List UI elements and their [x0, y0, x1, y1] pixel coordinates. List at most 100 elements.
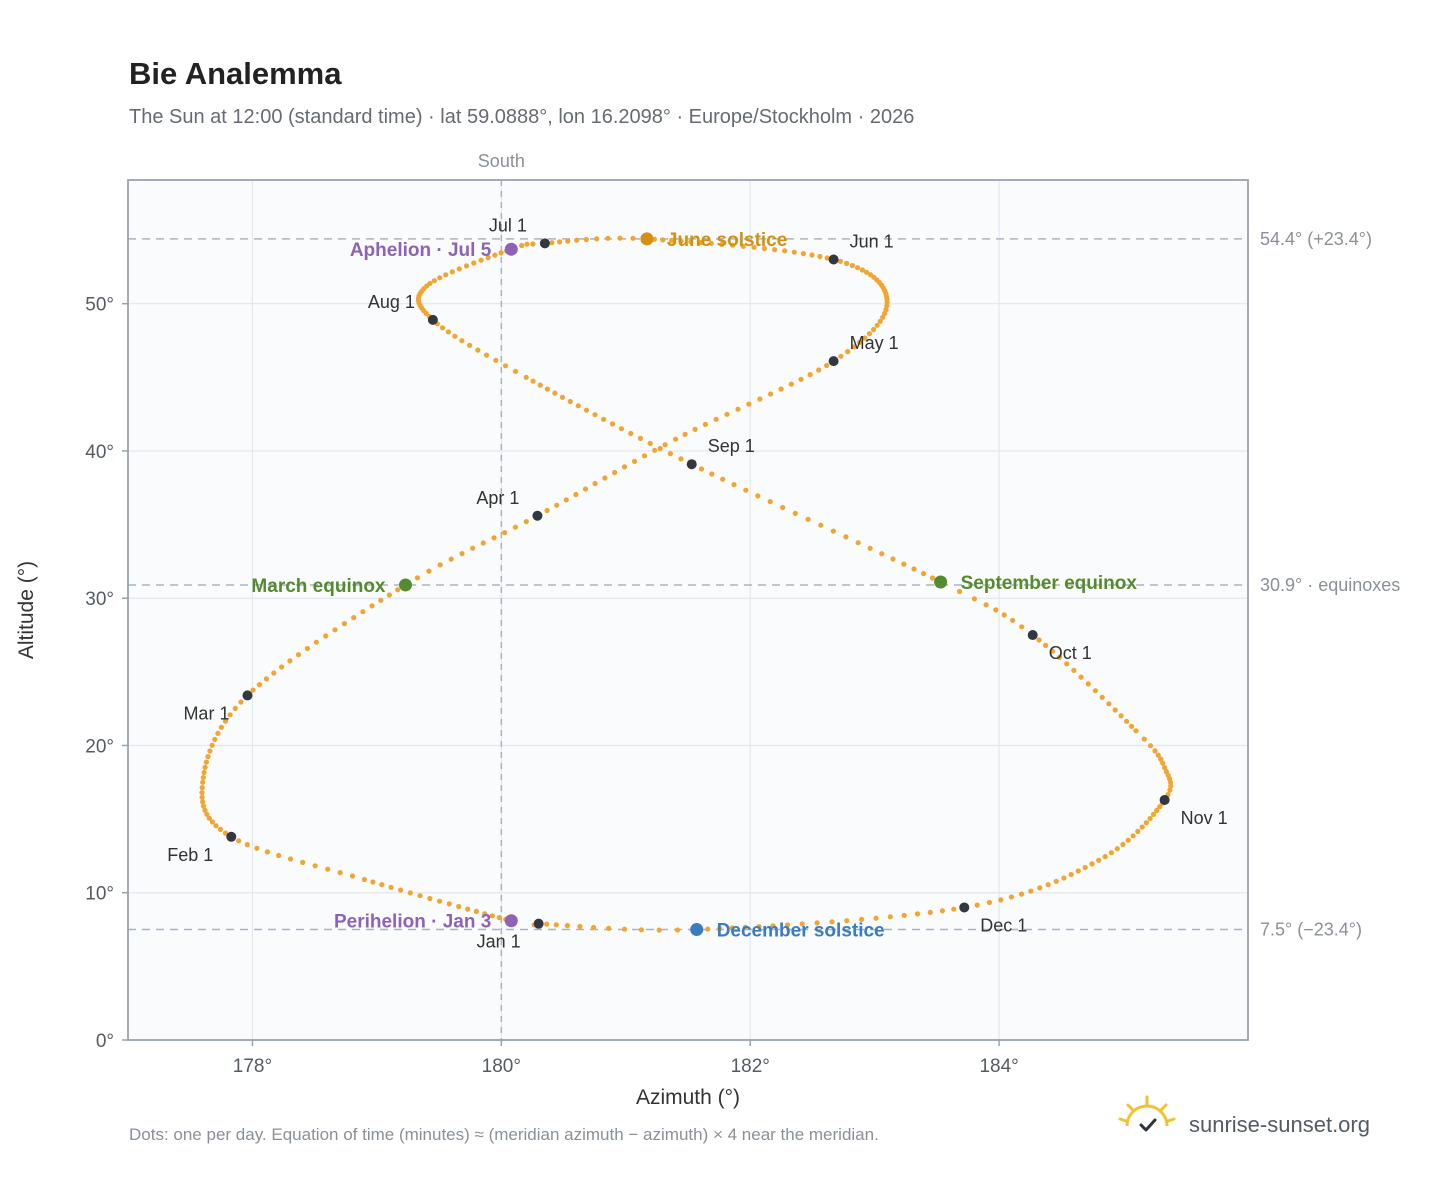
x-tick-label: 182°	[731, 1056, 770, 1077]
day-dot	[730, 242, 736, 248]
month-marker	[1159, 794, 1170, 805]
day-dot	[564, 923, 571, 929]
day-dot	[1064, 661, 1070, 667]
day-dot	[756, 924, 762, 930]
day-dot	[1133, 728, 1139, 734]
day-dot	[746, 401, 752, 407]
day-dot	[605, 235, 611, 241]
day-dot	[1019, 624, 1025, 630]
day-dot	[256, 682, 263, 688]
day-dot	[1075, 868, 1081, 874]
day-dot	[612, 469, 618, 476]
day-dot	[574, 237, 580, 243]
event-marker	[640, 232, 654, 246]
day-dot	[901, 912, 907, 919]
day-dot	[360, 609, 366, 615]
day-dot	[471, 260, 477, 266]
month-marker	[959, 902, 970, 913]
day-dot	[398, 887, 404, 893]
day-dot	[859, 267, 866, 273]
day-dot	[206, 815, 212, 821]
day-dot	[537, 382, 543, 388]
day-dot	[452, 333, 458, 339]
day-dot	[657, 445, 663, 452]
day-dot	[1168, 783, 1174, 789]
day-dot	[606, 925, 612, 932]
day-dot	[217, 826, 223, 833]
day-dot	[778, 386, 784, 392]
day-dot	[814, 920, 820, 926]
day-dot	[449, 269, 455, 275]
day-dot	[890, 556, 896, 562]
month-label: Mar 1	[183, 703, 229, 723]
day-dot	[287, 856, 294, 862]
day-dot	[512, 524, 519, 530]
x-tick-label: 178°	[233, 1056, 272, 1077]
day-dot	[1130, 833, 1136, 839]
day-dot	[630, 235, 636, 241]
day-dot	[1053, 878, 1059, 884]
month-label: May 1	[850, 333, 899, 353]
day-dot	[279, 664, 285, 670]
day-dot	[844, 918, 850, 924]
day-dot	[601, 416, 607, 422]
day-dot	[755, 493, 761, 499]
day-dot	[867, 272, 874, 278]
day-dot	[459, 338, 465, 344]
day-dot	[448, 556, 454, 562]
day-dot	[323, 633, 329, 639]
day-dot	[544, 386, 551, 392]
day-dot	[678, 238, 684, 244]
day-dot	[866, 331, 873, 337]
day-dot	[244, 842, 250, 848]
day-dot	[652, 447, 658, 453]
month-label: Feb 1	[167, 845, 213, 865]
day-dot	[583, 407, 590, 413]
day-dot	[304, 645, 310, 652]
day-dot	[656, 927, 662, 933]
day-dot	[735, 406, 741, 412]
month-marker	[539, 238, 550, 249]
day-dot	[1049, 648, 1056, 654]
month-marker	[1027, 630, 1038, 641]
day-dot	[780, 504, 786, 511]
day-dot	[692, 426, 698, 432]
day-dot	[887, 914, 893, 920]
day-dot	[809, 252, 815, 258]
day-dot	[199, 790, 205, 796]
day-dot	[785, 922, 791, 928]
day-dot	[1056, 654, 1063, 660]
day-dot	[880, 314, 886, 320]
day-dot	[264, 849, 270, 855]
day-dot	[788, 381, 794, 387]
day-dot	[201, 769, 207, 776]
day-dot	[993, 607, 999, 613]
day-dot	[951, 906, 957, 912]
day-dot	[199, 785, 205, 791]
day-dot	[427, 895, 433, 902]
day-dot	[202, 807, 208, 813]
day-dot	[859, 916, 865, 923]
day-dot	[830, 528, 837, 534]
month-label: Jan 1	[477, 932, 521, 952]
day-dot	[864, 269, 870, 275]
day-dot	[205, 754, 211, 760]
day-dot	[478, 257, 484, 263]
day-dot	[717, 926, 723, 932]
day-dot	[751, 244, 757, 250]
event-label: June solstice	[667, 230, 787, 251]
day-dot	[678, 456, 684, 462]
day-dot	[407, 890, 413, 896]
day-dot	[1129, 723, 1135, 729]
day-dot	[337, 870, 343, 876]
day-dot	[209, 742, 215, 748]
day-dot	[855, 540, 861, 546]
day-dot	[971, 596, 978, 602]
day-dot	[1120, 841, 1126, 848]
brand-name[interactable]: sunrise-sunset.org	[1189, 1112, 1370, 1137]
day-dot	[1135, 828, 1141, 835]
day-dot	[818, 522, 824, 528]
day-dot	[939, 908, 946, 914]
day-dot	[553, 922, 559, 928]
day-dot	[594, 236, 600, 242]
